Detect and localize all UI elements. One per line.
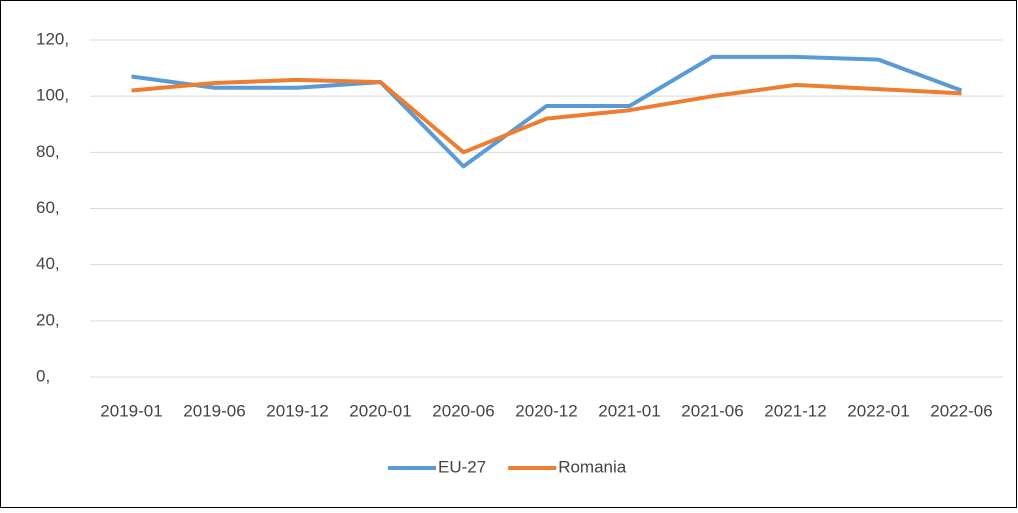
x-tick-label: 2021-12 [764, 401, 826, 420]
legend-label: Romania [558, 457, 627, 476]
x-tick-label: 2019-12 [266, 401, 328, 420]
y-tick-label: 40, [36, 254, 60, 273]
y-tick-label: 100, [36, 86, 69, 105]
y-tick-label: 0, [36, 366, 50, 385]
x-tick-label: 2022-06 [930, 401, 992, 420]
x-tick-label: 2019-06 [183, 401, 245, 420]
y-tick-label: 60, [36, 198, 60, 217]
x-tick-label: 2019-01 [100, 401, 162, 420]
x-tick-label: 2020-06 [432, 401, 494, 420]
legend-label: EU-27 [438, 457, 486, 476]
x-tick-label: 2020-12 [515, 401, 577, 420]
y-tick-label: 20, [36, 310, 60, 329]
series-line [131, 77, 962, 155]
x-tick-label: 2022-01 [847, 401, 909, 420]
x-tick-label: 2021-06 [681, 401, 743, 420]
x-tick-label: 2021-01 [598, 401, 660, 420]
series-line [131, 54, 963, 169]
x-tick-label: 2020-01 [349, 401, 411, 420]
y-tick-label: 120, [36, 29, 69, 48]
y-tick-label: 80, [36, 142, 60, 161]
